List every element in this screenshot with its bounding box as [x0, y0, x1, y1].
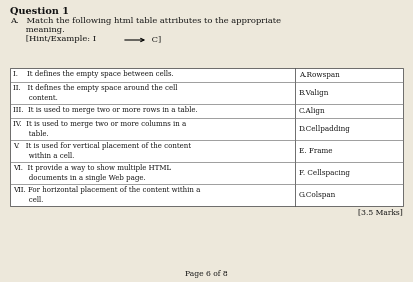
Text: Page 6 of 8: Page 6 of 8 [185, 270, 228, 278]
Text: Question 1: Question 1 [10, 7, 69, 16]
Text: A.   Match the following html table attributes to the appropriate: A. Match the following html table attrib… [10, 17, 281, 25]
Text: VI.  It provide a way to show multiple HTML
       documents in a single Web pag: VI. It provide a way to show multiple HT… [13, 164, 171, 182]
Text: B.Valign: B.Valign [299, 89, 330, 97]
Text: C.Align: C.Align [299, 107, 325, 115]
Text: A.Rowspan: A.Rowspan [299, 71, 340, 79]
Text: VII. For horizontal placement of the content within a
       cell.: VII. For horizontal placement of the con… [13, 186, 200, 204]
Bar [10, 68, 403, 206]
Text: [3.5 Marks]: [3.5 Marks] [358, 208, 403, 216]
Text: V.   It is used for vertical placement of the content
       within a cell.: V. It is used for vertical placement of … [13, 142, 191, 160]
Text: III.  It is used to merge two or more rows in a table.: III. It is used to merge two or more row… [13, 106, 198, 114]
Text: meaning.: meaning. [10, 26, 65, 34]
Text: D.Cellpadding: D.Cellpadding [299, 125, 351, 133]
Text: F. Cellspacing: F. Cellspacing [299, 169, 350, 177]
Text: [Hint/Example: I: [Hint/Example: I [10, 35, 96, 43]
Text: C]: C] [149, 35, 161, 43]
Text: II.   It defines the empty space around the cell
       content.: II. It defines the empty space around th… [13, 84, 177, 102]
Text: E. Frame: E. Frame [299, 147, 332, 155]
Text: G.Colspan: G.Colspan [299, 191, 336, 199]
Text: I.    It defines the empty space between cells.: I. It defines the empty space between ce… [13, 70, 174, 78]
Text: IV.  It is used to merge two or more columns in a
       table.: IV. It is used to merge two or more colu… [13, 120, 186, 138]
